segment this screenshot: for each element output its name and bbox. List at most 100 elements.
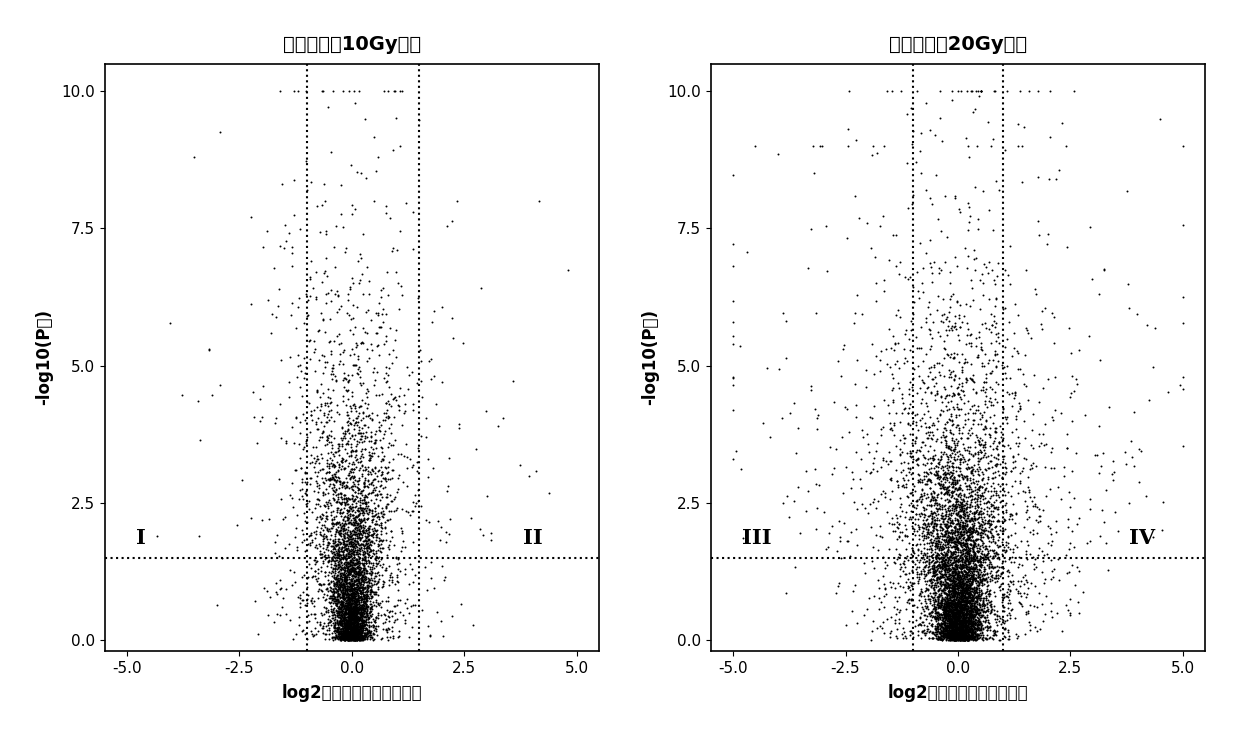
Point (326, 573, 346, 585)
Point (949, 481, 968, 493)
Point (342, 623, 362, 635)
Point (377, 405, 397, 416)
Point (939, 627, 959, 639)
Point (343, 559, 363, 570)
Point (931, 451, 951, 463)
Point (951, 626, 971, 638)
Point (892, 534, 911, 546)
Point (935, 587, 955, 599)
Point (345, 528, 365, 539)
Point (950, 579, 970, 590)
Point (342, 541, 362, 553)
Point (940, 266, 960, 278)
Point (339, 607, 358, 618)
Point (934, 335, 954, 347)
Point (1023, 457, 1043, 469)
Point (361, 315, 381, 326)
Point (945, 598, 965, 610)
Point (951, 584, 971, 595)
Point (339, 629, 358, 640)
Point (802, 140, 822, 152)
Point (341, 612, 361, 624)
Point (955, 626, 975, 638)
Point (991, 480, 1011, 492)
Point (877, 613, 897, 625)
Point (941, 618, 961, 630)
Point (963, 608, 983, 620)
Point (343, 609, 363, 621)
Point (945, 601, 965, 613)
Point (983, 625, 1003, 637)
Point (348, 592, 368, 604)
Point (951, 624, 971, 635)
Point (337, 617, 357, 629)
Point (1043, 535, 1063, 547)
Point (971, 551, 991, 562)
Point (924, 450, 944, 461)
Point (790, 527, 810, 539)
Point (945, 540, 965, 552)
Point (357, 609, 377, 621)
Point (341, 623, 361, 635)
Point (337, 582, 357, 594)
Point (330, 602, 350, 614)
Point (935, 595, 955, 607)
Point (956, 562, 976, 574)
Point (336, 589, 356, 601)
Point (960, 300, 980, 312)
Point (920, 475, 940, 486)
Point (334, 357, 353, 369)
Point (925, 550, 945, 562)
Point (954, 565, 973, 577)
Point (932, 601, 952, 613)
Point (327, 578, 347, 590)
Point (336, 608, 356, 620)
Point (1044, 413, 1064, 425)
Point (966, 574, 986, 586)
Point (325, 579, 345, 591)
Point (970, 618, 990, 630)
Point (955, 621, 975, 632)
Point (966, 448, 986, 460)
Point (332, 604, 352, 615)
Point (956, 629, 976, 640)
Point (944, 461, 963, 473)
Point (353, 562, 373, 573)
Point (929, 618, 949, 630)
Point (301, 405, 321, 416)
Point (944, 566, 963, 578)
Point (329, 607, 348, 618)
Point (350, 632, 370, 643)
Point (295, 414, 315, 426)
Point (327, 406, 347, 418)
Point (321, 499, 341, 511)
Point (951, 633, 971, 645)
Point (272, 432, 291, 444)
Point (345, 627, 365, 639)
Point (945, 587, 965, 599)
Point (1030, 514, 1050, 526)
Point (377, 488, 397, 500)
Point (981, 514, 1001, 526)
Point (351, 609, 371, 621)
Point (856, 567, 875, 579)
Point (965, 408, 985, 419)
Point (951, 578, 971, 590)
Point (339, 618, 358, 630)
Point (954, 537, 973, 548)
Point (960, 598, 980, 609)
Point (1011, 403, 1030, 415)
Point (345, 635, 365, 646)
Point (210, 380, 229, 391)
Point (335, 573, 355, 584)
Point (959, 563, 978, 575)
Point (951, 531, 971, 542)
Point (331, 591, 351, 603)
Point (342, 632, 362, 643)
Point (961, 622, 981, 634)
Point (957, 620, 977, 632)
Point (347, 584, 367, 596)
Point (329, 581, 348, 593)
Point (947, 582, 967, 594)
Point (348, 626, 368, 638)
